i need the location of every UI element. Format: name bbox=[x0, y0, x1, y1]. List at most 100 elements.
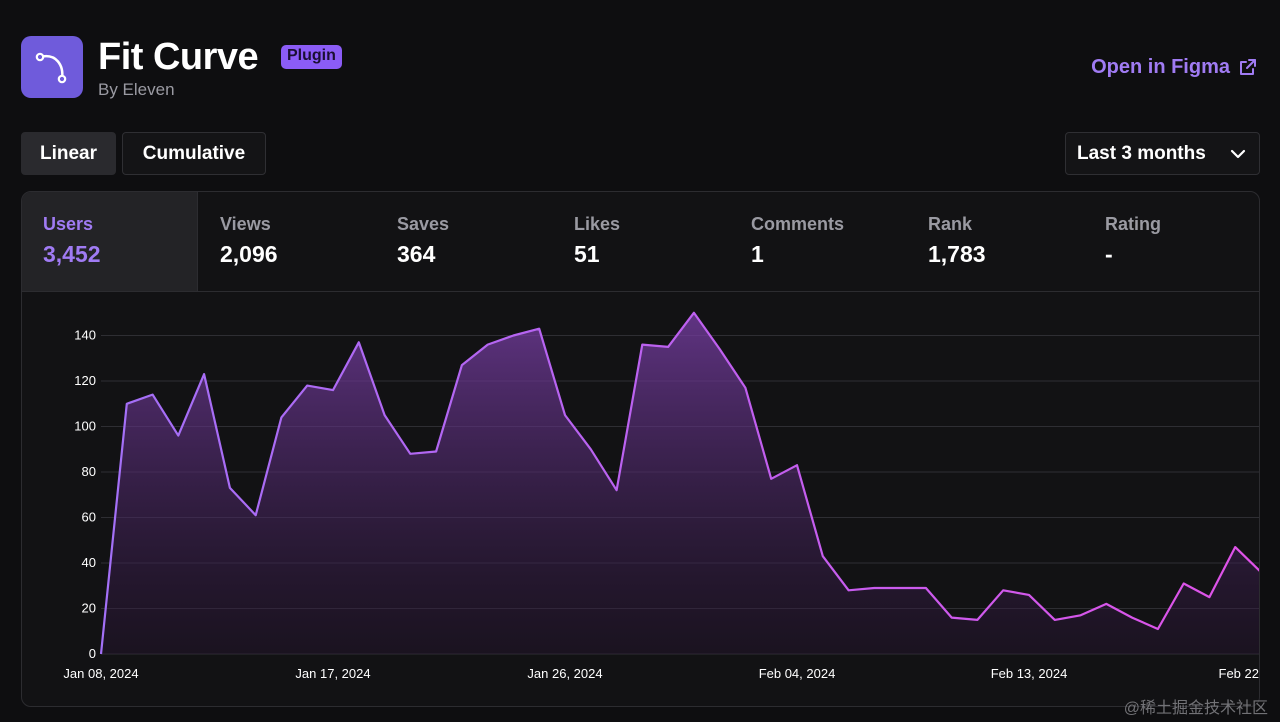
data-point[interactable] bbox=[99, 652, 103, 656]
data-point[interactable] bbox=[795, 463, 799, 467]
users-area-chart: 0 20 40 60 80 100 120 140 Jan 08, 2024 Jan 17, 20… bbox=[63, 311, 1260, 681]
y-tick-label: 0 bbox=[89, 646, 96, 661]
data-point[interactable] bbox=[434, 450, 438, 454]
data-point[interactable] bbox=[718, 347, 722, 351]
data-point[interactable] bbox=[1027, 593, 1031, 597]
open-in-figma-label: Open in Figma bbox=[1091, 56, 1230, 78]
data-point[interactable] bbox=[666, 345, 670, 349]
stats-row: Users 3,452 Views 2,096 Saves 364 Likes … bbox=[22, 192, 1259, 292]
stat-rating[interactable]: Rating - bbox=[1084, 192, 1259, 291]
users-area-fill bbox=[101, 312, 1259, 654]
plugin-title: Fit Curve bbox=[98, 36, 259, 78]
data-point[interactable] bbox=[1182, 581, 1186, 585]
data-point[interactable] bbox=[383, 413, 387, 417]
x-tick-label: Jan 17, 2024 bbox=[295, 666, 370, 681]
stats-panel: Users 3,452 Views 2,096 Saves 364 Likes … bbox=[21, 191, 1260, 707]
data-point[interactable] bbox=[279, 415, 283, 419]
x-tick-label: Feb 22 bbox=[1219, 666, 1259, 681]
stat-label: Comments bbox=[751, 214, 845, 234]
data-point[interactable] bbox=[331, 388, 335, 392]
x-tick-label: Feb 04, 2024 bbox=[759, 666, 836, 681]
data-point[interactable] bbox=[408, 452, 412, 456]
stat-views[interactable]: Views 2,096 bbox=[199, 192, 375, 291]
data-point[interactable] bbox=[1079, 613, 1083, 617]
y-tick-label: 80 bbox=[82, 464, 96, 479]
data-point[interactable] bbox=[924, 586, 928, 590]
data-point[interactable] bbox=[305, 384, 309, 388]
data-point[interactable] bbox=[769, 477, 773, 481]
stat-label: Likes bbox=[574, 214, 621, 234]
data-point[interactable] bbox=[460, 363, 464, 367]
cumulative-view-button[interactable]: Cumulative bbox=[122, 132, 266, 175]
stat-likes[interactable]: Likes 51 bbox=[553, 192, 729, 291]
data-point[interactable] bbox=[975, 618, 979, 622]
x-tick-label: Jan 08, 2024 bbox=[63, 666, 138, 681]
data-point[interactable] bbox=[254, 513, 258, 517]
data-point[interactable] bbox=[950, 616, 954, 620]
data-point[interactable] bbox=[1001, 588, 1005, 592]
external-link-icon bbox=[1240, 59, 1256, 75]
data-point[interactable] bbox=[357, 340, 361, 344]
stat-value: 3,452 bbox=[43, 241, 101, 267]
stat-label: Views bbox=[220, 214, 271, 234]
data-point[interactable] bbox=[511, 334, 515, 338]
date-range-select[interactable]: Last 3 months bbox=[1065, 132, 1260, 175]
data-point[interactable] bbox=[563, 413, 567, 417]
stat-value: - bbox=[1105, 241, 1113, 267]
y-tick-label: 100 bbox=[74, 419, 96, 434]
data-point[interactable] bbox=[1259, 570, 1260, 574]
data-point[interactable] bbox=[1156, 627, 1160, 631]
data-point[interactable] bbox=[589, 447, 593, 451]
data-point[interactable] bbox=[486, 343, 490, 347]
data-point[interactable] bbox=[202, 372, 206, 376]
x-tick-label: Feb 13, 2024 bbox=[991, 666, 1068, 681]
data-point[interactable] bbox=[692, 311, 696, 315]
stat-comments[interactable]: Comments 1 bbox=[730, 192, 906, 291]
stat-label: Saves bbox=[397, 214, 450, 234]
data-point[interactable] bbox=[872, 586, 876, 590]
watermark: @稀土掘金技术社区 bbox=[1123, 700, 1268, 717]
stat-label: Rank bbox=[928, 214, 973, 234]
data-point[interactable] bbox=[1233, 545, 1237, 549]
data-point[interactable] bbox=[1130, 616, 1134, 620]
data-point[interactable] bbox=[821, 554, 825, 558]
chevron-down-icon bbox=[1230, 149, 1246, 158]
data-point[interactable] bbox=[1053, 618, 1057, 622]
y-tick-label: 20 bbox=[82, 601, 96, 616]
plugin-author: By Eleven bbox=[98, 80, 175, 99]
y-tick-label: 60 bbox=[82, 510, 96, 525]
stat-value: 2,096 bbox=[220, 241, 278, 267]
data-point[interactable] bbox=[151, 393, 155, 397]
linear-view-button[interactable]: Linear bbox=[21, 132, 116, 175]
data-point[interactable] bbox=[743, 386, 747, 390]
curve-icon bbox=[21, 36, 83, 98]
data-point[interactable] bbox=[176, 434, 180, 438]
y-tick-label: 40 bbox=[82, 555, 96, 570]
stat-value: 51 bbox=[574, 241, 600, 267]
data-point[interactable] bbox=[125, 402, 129, 406]
stat-saves[interactable]: Saves 364 bbox=[376, 192, 552, 291]
stat-value: 1,783 bbox=[928, 241, 986, 267]
open-in-figma-link[interactable]: Open in Figma bbox=[1091, 55, 1258, 79]
stat-rank[interactable]: Rank 1,783 bbox=[907, 192, 1083, 291]
data-point[interactable] bbox=[640, 343, 644, 347]
users-series-line bbox=[99, 311, 1259, 655]
data-point[interactable] bbox=[537, 327, 541, 331]
data-point[interactable] bbox=[1207, 595, 1211, 599]
stat-value: 364 bbox=[397, 241, 436, 267]
data-point[interactable] bbox=[1104, 602, 1108, 606]
stat-label: Users bbox=[43, 214, 94, 234]
date-range-value: Last 3 months bbox=[1077, 142, 1206, 164]
stat-value: 1 bbox=[751, 241, 764, 267]
x-tick-label: Jan 26, 2024 bbox=[527, 666, 602, 681]
y-tick-label: 140 bbox=[74, 328, 96, 343]
data-point[interactable] bbox=[615, 488, 619, 492]
plugin-badge: Plugin bbox=[281, 45, 342, 69]
data-point[interactable] bbox=[847, 588, 851, 592]
data-point[interactable] bbox=[898, 586, 902, 590]
y-tick-label: 120 bbox=[74, 373, 96, 388]
stat-users[interactable]: Users 3,452 bbox=[22, 192, 198, 291]
stat-label: Rating bbox=[1105, 214, 1161, 234]
data-point[interactable] bbox=[228, 486, 232, 490]
